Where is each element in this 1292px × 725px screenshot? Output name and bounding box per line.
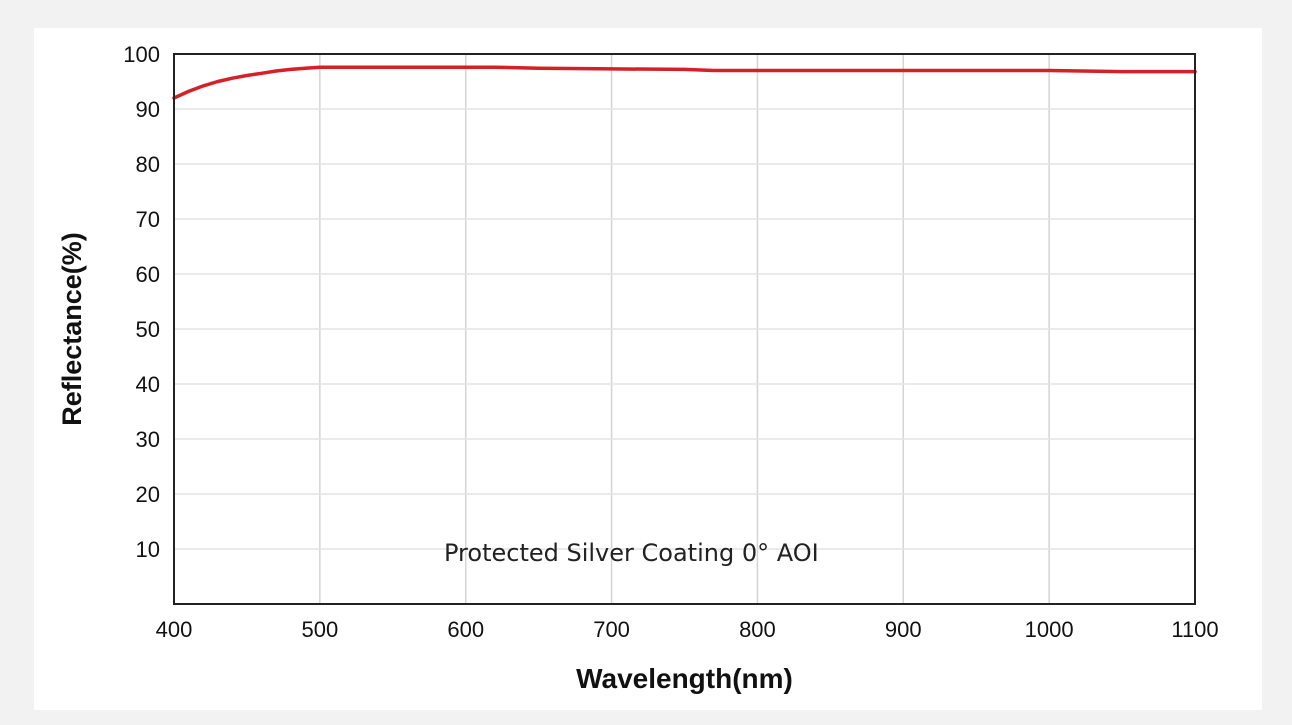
y-tick-label: 90 [136,97,160,122]
y-tick-label: 70 [136,207,160,232]
y-tick-label: 20 [136,482,160,507]
x-tick-label: 500 [301,617,338,642]
x-tick-label: 700 [593,617,630,642]
y-tick-label: 40 [136,372,160,397]
chart-annotation: Protected Silver Coating 0° AOI [444,539,819,567]
y-tick-label: 50 [136,317,160,342]
y-tick-label: 60 [136,262,160,287]
reflectance-chart: 10 20 30 40 50 60 70 80 90 100 400 500 600 700 800 900… [57,42,1219,694]
x-tick-label: 1000 [1025,617,1074,642]
x-tick-label: 400 [156,617,193,642]
x-tick-labels: 400 500 600 700 800 900 1000 1100 [156,617,1219,642]
series-line [172,65,1197,100]
x-tick-label: 600 [447,617,484,642]
x-tick-label: 800 [739,617,776,642]
plot-frame [173,53,1196,605]
y-tick-label: 30 [136,427,160,452]
series-group [172,65,1197,100]
y-tick-label: 100 [123,42,160,67]
y-tick-label: 80 [136,152,160,177]
y-tick-labels: 10 20 30 40 50 60 70 80 90 100 [123,42,160,562]
x-tick-label: 1100 [1171,617,1218,642]
y-tick-label: 10 [136,537,160,562]
grid [174,54,1195,604]
chart-panel: 10 20 30 40 50 60 70 80 90 100 400 500 600 700 800 900… [34,28,1262,710]
x-tick-label: 900 [885,617,922,642]
x-axis-title: Wavelength(nm) [576,663,793,694]
y-axis-title: Reflectance(%) [57,232,87,426]
